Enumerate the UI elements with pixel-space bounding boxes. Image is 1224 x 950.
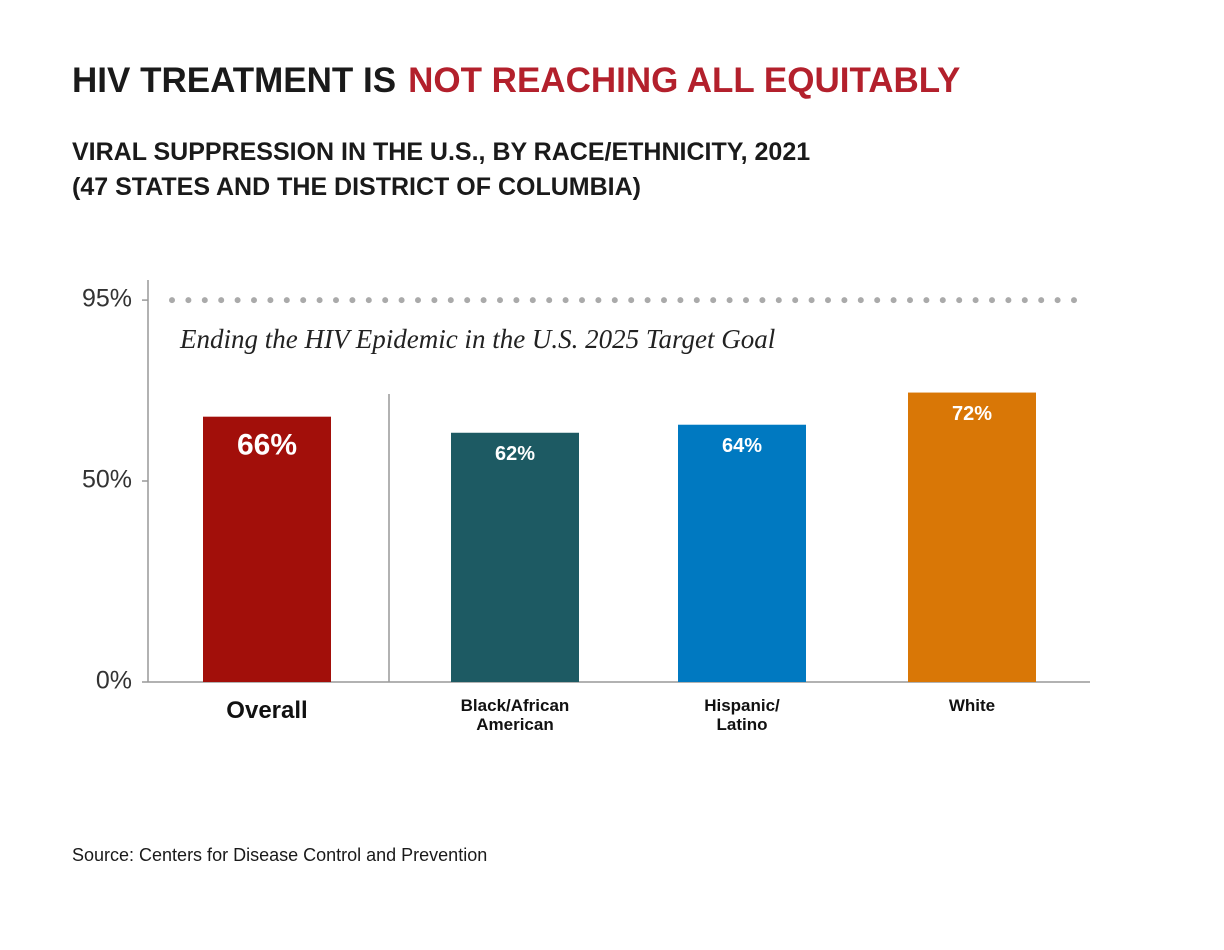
x-tick-label: Overall: [226, 697, 308, 724]
x-tick-label: Hispanic/ Latino: [704, 696, 780, 734]
bar: [203, 416, 331, 682]
x-tick-label: White: [948, 696, 996, 715]
subtitle-line: VIRAL SUPPRESSION IN THE U.S., BY RACE/E…: [72, 138, 810, 166]
title-main: HIV TREATMENT IS: [72, 61, 396, 100]
bar: [678, 424, 806, 682]
title-highlight: NOT REACHING ALL EQUITABLY: [408, 61, 960, 100]
source: Source: Centers for Disease Control and …: [72, 845, 487, 865]
chart-title: HIV TREATMENT IS NOT REACHING ALL EQUITAB…: [72, 61, 960, 100]
value-label: 64%: [722, 435, 762, 457]
y-tick-label: 50%: [82, 466, 132, 494]
value-label: 72%: [952, 403, 992, 425]
target-label: Ending the HIV Epidemic in the U.S. 2025…: [179, 324, 775, 354]
x-tick-label: Black/African American: [460, 696, 570, 734]
value-label: 66%: [237, 429, 297, 462]
value-label: 62%: [495, 443, 535, 465]
y-tick-label: 0%: [96, 667, 132, 695]
bar: [451, 432, 579, 682]
y-tick-label: 95%: [82, 285, 132, 313]
subtitle-line: (47 STATES AND THE DISTRICT OF COLUMBIA): [72, 173, 641, 201]
bar: [908, 392, 1036, 682]
